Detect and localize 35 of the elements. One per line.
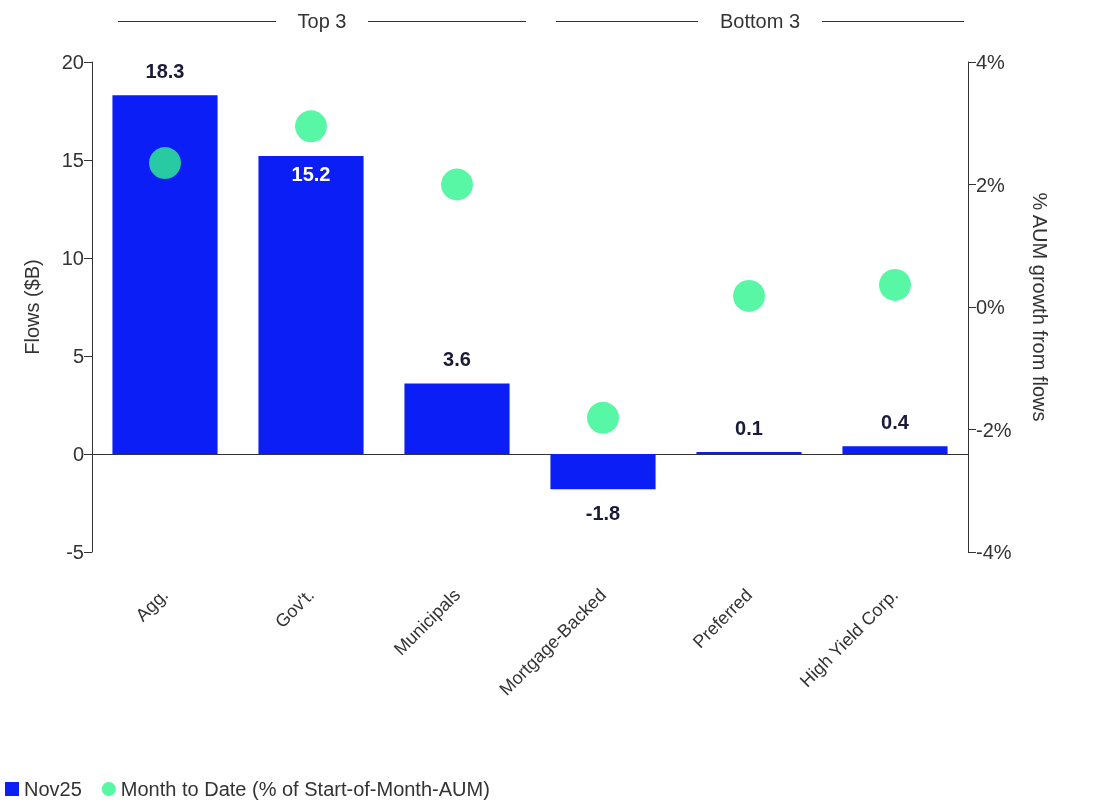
point [879,268,911,301]
data-label: 15.2 [291,163,331,186]
point [149,147,181,180]
data-label: 3.6 [443,348,471,371]
data-label: 18.3 [145,60,185,83]
y2-tick-label: 4% [976,51,1006,73]
point [441,168,473,201]
legend-label: Nov25 [24,778,82,800]
point [295,110,327,143]
bar [258,156,364,454]
bar [112,95,218,454]
bar [842,446,948,454]
y-tick-label: 15 [61,149,84,171]
text: Top 3 [296,9,348,33]
y-tick-label: 5 [72,345,84,367]
y2-tick-label: -4% [976,541,1012,563]
legend-label: Month to Date (% of Start-of-Month-AUM) [120,778,490,800]
text: Bottom 3 [719,9,802,33]
y-tick-label: 20 [61,51,84,73]
y-axis-title: Flows ($B) [21,259,43,355]
y-tick-label: 0 [72,443,84,465]
point [733,279,765,312]
bar [404,383,510,454]
y-tick-label: 10 [61,247,84,269]
data-label: 0.1 [735,417,763,440]
point [587,401,619,434]
data-label: -1.8 [585,502,621,525]
x-tick-label: Agg. [131,584,173,626]
data-label: 0.4 [881,411,910,434]
bar [550,454,656,490]
y-tick-label: -5 [66,541,84,563]
y2-tick-label: 0% [976,296,1006,318]
y2-tick-label: 2% [976,173,1006,196]
y2-tick-label: -2% [976,418,1012,441]
y2-axis-title: % AUM growth from flows [1029,192,1051,422]
